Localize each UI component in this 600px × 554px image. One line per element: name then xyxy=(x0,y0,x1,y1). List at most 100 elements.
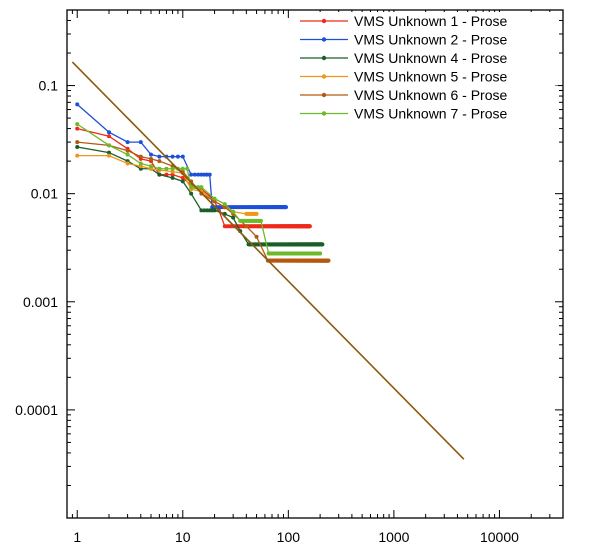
data-point xyxy=(125,140,130,145)
data-point xyxy=(75,145,80,150)
data-point xyxy=(185,166,190,171)
data-point xyxy=(180,166,185,171)
x-tick-label: 1 xyxy=(73,529,81,545)
data-point xyxy=(231,215,236,220)
data-point xyxy=(125,152,130,157)
data-point xyxy=(244,224,249,229)
x-tick-label: 10 xyxy=(175,529,191,545)
data-point xyxy=(170,175,175,180)
data-point xyxy=(317,251,322,256)
x-tick-label: 1000 xyxy=(378,529,409,545)
data-point xyxy=(170,169,175,174)
data-point xyxy=(222,202,227,207)
legend-item: VMS Unknown 5 - Prose xyxy=(296,67,558,86)
data-point xyxy=(180,175,185,180)
data-point xyxy=(283,205,288,210)
data-point xyxy=(75,126,80,131)
data-point xyxy=(170,166,175,171)
data-point xyxy=(258,218,263,223)
data-point xyxy=(164,166,169,171)
data-point xyxy=(254,234,259,239)
legend-item: VMS Unknown 2 - Prose xyxy=(296,30,558,49)
y-tick-label: 0.0001 xyxy=(15,402,58,418)
legend-background xyxy=(296,12,558,30)
series-layer xyxy=(71,61,465,460)
data-point xyxy=(199,172,204,177)
legend-swatch-marker xyxy=(321,92,327,98)
data-point xyxy=(138,154,143,159)
data-point xyxy=(170,172,175,177)
legend-swatch-marker xyxy=(321,18,327,24)
legend: VMS Unknown 1 - Prose VMS Unknown 2 - Pro… xyxy=(296,12,558,123)
data-point xyxy=(199,185,204,190)
legend-swatch-marker xyxy=(321,74,327,79)
data-point xyxy=(157,172,162,177)
data-point xyxy=(75,153,80,158)
data-point xyxy=(149,164,154,169)
data-point xyxy=(107,143,112,148)
legend-background xyxy=(296,104,558,123)
data-point xyxy=(192,172,197,177)
data-point xyxy=(157,159,162,164)
data-point xyxy=(125,161,130,166)
data-point xyxy=(320,242,325,247)
data-point xyxy=(229,205,234,210)
data-point xyxy=(202,208,207,213)
data-point xyxy=(138,140,143,145)
legend-label: VMS Unknown 1 - Prose xyxy=(354,13,507,29)
data-point xyxy=(75,102,80,107)
y-tick-label: 0.1 xyxy=(39,78,59,94)
data-point xyxy=(107,130,112,135)
legend-item: VMS Unknown 6 - Prose xyxy=(296,86,558,104)
data-point xyxy=(75,122,80,127)
x-tick-label: 10000 xyxy=(480,529,519,545)
y-tick-label: 0.001 xyxy=(23,294,58,310)
legend-label: VMS Unknown 4 - Prose xyxy=(354,50,507,66)
data-point xyxy=(170,154,175,159)
data-point xyxy=(180,154,185,159)
series-5 xyxy=(75,140,331,263)
legend-swatch-marker xyxy=(321,111,327,116)
data-point xyxy=(210,208,215,213)
data-point xyxy=(180,179,185,184)
legend-item: VMS Unknown 1 - Prose xyxy=(296,12,558,30)
power-law-fit-line xyxy=(71,61,465,460)
data-point xyxy=(253,211,258,216)
y-tick-label: 0.01 xyxy=(31,186,58,202)
data-point xyxy=(107,150,112,155)
data-point xyxy=(222,205,227,210)
data-point xyxy=(199,208,204,213)
legend-swatch-marker xyxy=(321,37,327,42)
data-point xyxy=(149,156,154,161)
data-point xyxy=(157,166,162,171)
legend-label: VMS Unknown 5 - Prose xyxy=(354,69,507,85)
legend-item: VMS Unknown 4 - Prose xyxy=(296,49,558,67)
legend-item: VMS Unknown 7 - Prose xyxy=(296,104,558,123)
axis-ticks xyxy=(66,9,564,519)
data-point xyxy=(212,196,217,201)
data-point xyxy=(107,153,112,158)
series-2 xyxy=(75,102,288,210)
series-3 xyxy=(75,145,325,247)
legend-label: VMS Unknown 2 - Prose xyxy=(354,32,507,48)
data-point xyxy=(175,154,180,159)
legend-background xyxy=(296,30,558,49)
series-6 xyxy=(75,122,323,256)
data-point xyxy=(202,172,207,177)
data-point xyxy=(326,258,331,263)
fit-line xyxy=(71,61,465,460)
data-point xyxy=(307,224,312,229)
legend-background xyxy=(296,49,558,67)
y-tick-labels: 0.1 0.01 0.001 0.0001 xyxy=(15,78,58,418)
data-point xyxy=(189,191,194,196)
legend-background xyxy=(296,86,558,104)
legend-swatch-marker xyxy=(321,55,327,61)
data-point xyxy=(205,172,210,177)
data-point xyxy=(75,140,80,145)
data-point xyxy=(189,185,194,190)
x-tick-labels: 1 10 100 1000 10000 xyxy=(73,529,519,545)
data-point xyxy=(196,172,201,177)
legend-label: VMS Unknown 6 - Prose xyxy=(354,87,507,103)
data-point xyxy=(189,172,194,177)
